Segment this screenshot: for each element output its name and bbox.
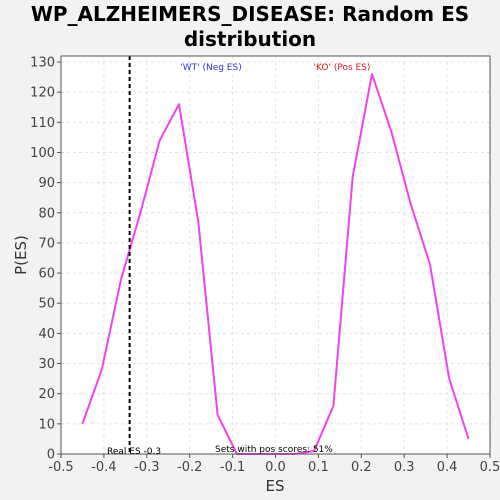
y-tick-label: 120 — [30, 86, 55, 101]
y-tick-label: 0 — [47, 448, 55, 463]
chart-title: WP_ALZHEIMERS_DISEASE: Random ES distrib… — [0, 2, 500, 52]
y-tick-label: 40 — [38, 327, 55, 342]
x-tick-label: 0.3 — [394, 460, 415, 475]
grid — [60, 56, 491, 455]
x-axis: -0.5 -0.4 -0.3 -0.2 -0.1 0.0 0.1 0.2 0.3 0.4 0.5 — [48, 454, 500, 475]
x-tick-label: -0.1 — [220, 460, 245, 475]
x-tick-label: 0.0 — [265, 460, 286, 475]
y-tick-label: 60 — [38, 267, 55, 282]
chart-title-line2: distribution — [183, 27, 317, 51]
y-axis: 0 10 20 30 40 50 60 70 80 90 100 110 120 130 — [30, 56, 61, 463]
neg-es-label: 'WT' (Neg ES) — [180, 63, 241, 73]
x-tick-label: -0.5 — [48, 460, 73, 475]
y-axis-title: P(ES) — [12, 235, 30, 275]
x-axis-title: ES — [266, 477, 285, 495]
y-tick-label: 50 — [38, 297, 55, 312]
x-tick-label: 0.4 — [437, 460, 458, 475]
chart-title-line1: WP_ALZHEIMERS_DISEASE: Random ES — [30, 2, 470, 26]
y-tick-label: 70 — [38, 236, 55, 251]
y-tick-label: 110 — [30, 116, 55, 131]
y-tick-label: 10 — [38, 417, 55, 432]
pos-es-label: 'KO' (Pos ES) — [314, 63, 371, 73]
y-tick-label: 100 — [30, 146, 55, 161]
x-tick-label: 0.5 — [480, 460, 500, 475]
x-tick-label: 0.1 — [308, 460, 329, 475]
x-tick-label: -0.3 — [134, 460, 159, 475]
real-es-label: Real ES -0.3 — [107, 447, 161, 457]
y-tick-label: 30 — [38, 357, 55, 372]
y-tick-label: 90 — [38, 176, 55, 191]
y-tick-label: 20 — [38, 387, 55, 402]
y-tick-label: 130 — [30, 56, 55, 71]
x-tick-label: -0.2 — [177, 460, 202, 475]
pos-scores-label: Sets with pos scores: 51% — [215, 445, 333, 455]
x-tick-label: -0.4 — [91, 460, 116, 475]
y-tick-label: 80 — [38, 206, 55, 221]
x-tick-label: 0.2 — [351, 460, 372, 475]
